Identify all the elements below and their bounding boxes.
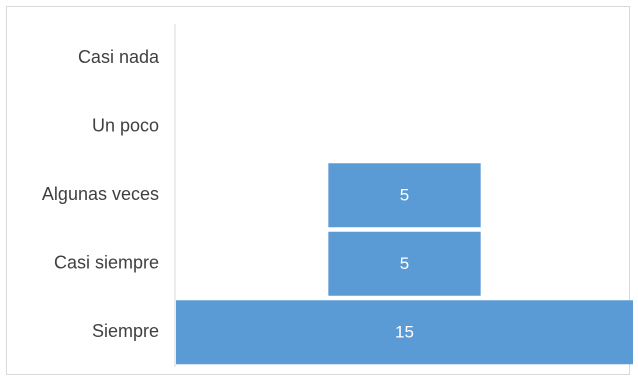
bar — [176, 300, 633, 365]
category-label: Un poco — [92, 116, 159, 136]
data-label: 5 — [400, 186, 409, 205]
bar — [328, 163, 481, 228]
category-label: Casi nada — [78, 47, 160, 67]
bar — [328, 231, 481, 296]
data-label: 5 — [400, 254, 409, 273]
category-label: Siempre — [92, 321, 159, 341]
chart-frame — [6, 6, 630, 375]
category-label: Algunas veces — [42, 184, 159, 204]
data-label: 15 — [395, 323, 414, 342]
category-label: Casi siempre — [54, 253, 159, 273]
